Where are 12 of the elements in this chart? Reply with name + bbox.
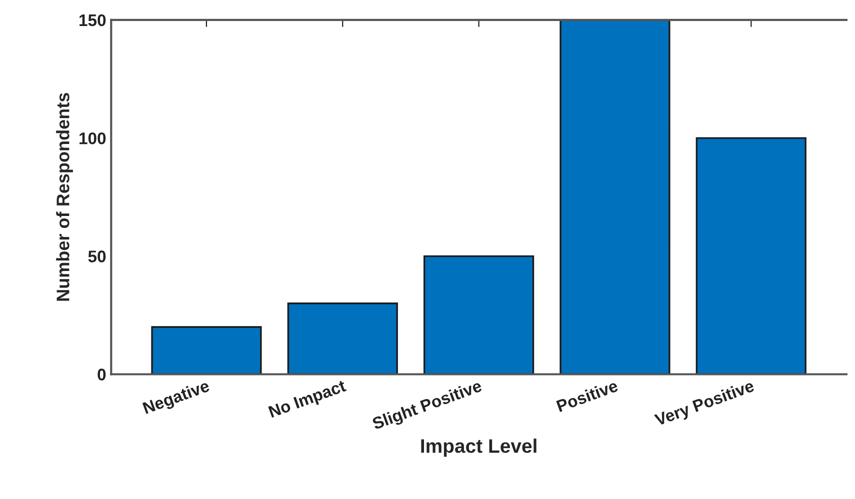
y-tick-label: 0: [98, 368, 106, 380]
bar: [151, 326, 262, 374]
bar: [424, 255, 534, 374]
y-tick-label: 150: [80, 14, 106, 26]
y-tick-label: 50: [88, 250, 106, 262]
y-tick-label: 100: [80, 132, 106, 144]
bar: [287, 302, 398, 374]
bar: [696, 137, 806, 374]
bar: [560, 20, 670, 374]
x-tick-label: No Impact: [268, 380, 348, 421]
x-axis-title: Impact Level: [421, 438, 536, 457]
y-axis-title: Number of Respondents: [56, 93, 73, 301]
